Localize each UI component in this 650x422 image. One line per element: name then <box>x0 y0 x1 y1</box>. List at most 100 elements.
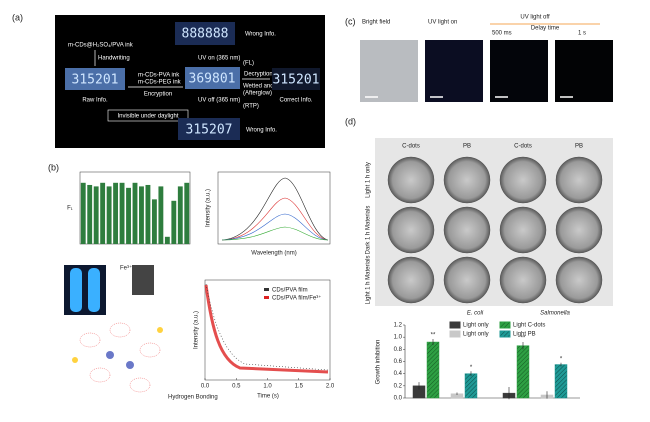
petri-dish <box>443 156 491 204</box>
row-header: Dark 1 h Materials <box>366 206 372 255</box>
panel-c: (c) Bright field UV light on UV light of… <box>345 15 613 102</box>
significance: * <box>560 356 563 362</box>
column-header: PB <box>463 144 471 150</box>
box <box>107 109 189 122</box>
petri-dish <box>499 256 547 304</box>
petri-dish <box>555 156 603 204</box>
text: Invisible under daylight <box>117 114 178 120</box>
bar <box>100 182 106 244</box>
text: 1 s <box>578 31 586 37</box>
species-label: E. coli <box>467 311 484 317</box>
display-text: 315207 <box>186 123 233 138</box>
text: Wrong Info. <box>245 32 276 38</box>
display <box>65 68 125 90</box>
legend-swatch <box>499 321 511 329</box>
axis-label: Wavelength (nm) <box>251 251 296 257</box>
bar <box>164 236 170 244</box>
axis-label: Intensity (a.u.) <box>206 189 212 227</box>
text: Encryption <box>144 92 172 98</box>
text: Hydrogen Bonding <box>168 395 218 401</box>
photo-glow <box>70 268 82 312</box>
row-header: Light 1 h only <box>366 162 372 198</box>
text: Decryption <box>244 72 273 78</box>
bar <box>145 184 151 244</box>
text: Correct Info. <box>279 98 312 104</box>
bar <box>113 182 119 244</box>
legend-swatch <box>449 330 461 338</box>
legend-label: CDs/PVA film/Fe³⁺ <box>272 295 321 302</box>
decay-chart: Intensity (a.u.) Time (s) CDs/PVA film C… <box>194 279 335 400</box>
petri-dish <box>555 206 603 254</box>
legend-label: Light only <box>463 323 489 329</box>
bar <box>158 186 164 244</box>
x-tick-label: 0.5 <box>232 384 241 390</box>
petri-dish <box>555 256 603 304</box>
x-tick-label: 1.0 <box>263 384 272 390</box>
petri-dish <box>387 206 435 254</box>
text: (FL) <box>243 61 254 67</box>
petri-dish <box>499 206 547 254</box>
panel-b: (b) F₁ Intensity (a.u.) Wavelength (nm) … <box>48 162 335 400</box>
y-tick-label: 1.2 <box>394 323 403 329</box>
column-header: C-dots <box>402 144 420 150</box>
text: m-CDs-PVA ink <box>138 73 180 79</box>
bar <box>80 182 86 244</box>
legend-swatch <box>264 296 269 299</box>
text: UV on (365 nm) <box>198 56 240 62</box>
text: m-CDs-PEG ink <box>138 80 182 86</box>
text: (RTP) <box>243 104 259 110</box>
panel-d: (d) E. coli Salmonella Growth inhibition… <box>345 116 613 402</box>
y-tick-label: 0.4 <box>394 371 403 377</box>
bar <box>177 186 183 244</box>
text: Delay time <box>531 26 560 32</box>
x-tick-label: 1.5 <box>295 384 304 390</box>
axis-label: Time (s) <box>257 394 279 400</box>
panel-label: (d) <box>345 116 356 126</box>
legend-swatch <box>264 288 269 291</box>
text: Wrong Info. <box>246 128 277 134</box>
text: Wetted and UV off <box>243 84 292 90</box>
petri-dish <box>387 156 435 204</box>
curve <box>221 177 329 241</box>
legend-label: CDs/PVA film <box>272 288 308 294</box>
image-title: Bright field <box>362 20 390 26</box>
display <box>178 118 240 140</box>
column-header: C-dots <box>514 144 532 150</box>
micrograph <box>555 40 613 102</box>
text: Fe³⁺ <box>120 265 132 272</box>
bar <box>119 182 125 244</box>
text: 500 ms <box>492 31 512 37</box>
bar-chart: F₁ <box>67 171 191 245</box>
display-text: 369801 <box>189 72 236 87</box>
curve <box>221 213 329 241</box>
bar <box>126 187 131 244</box>
column-header: PB <box>575 144 583 150</box>
bar <box>151 199 157 244</box>
micrograph <box>490 40 548 102</box>
y-tick-label: 0.0 <box>394 396 403 402</box>
bar <box>426 341 440 399</box>
x-tick-label: 2.0 <box>326 384 335 390</box>
species-label: Salmonella <box>540 311 570 317</box>
bar <box>464 373 478 399</box>
y-tick-label: 1.0 <box>394 335 403 341</box>
text: (Afterglow) <box>243 91 272 97</box>
x-tick-label: 0.0 <box>201 384 210 390</box>
petri-dish <box>443 206 491 254</box>
text: Handwriting <box>98 56 130 62</box>
curve <box>221 197 329 241</box>
bar <box>106 186 112 244</box>
image-title: UV light off <box>520 15 550 21</box>
bar <box>132 182 138 244</box>
panel-label: (b) <box>48 162 59 172</box>
axes-frame <box>217 171 331 245</box>
legend-swatch <box>499 330 511 338</box>
y-tick-label: 0.8 <box>394 347 403 353</box>
photo-glow <box>88 268 100 312</box>
bar <box>184 182 190 244</box>
axis-label: F₁ <box>67 206 73 212</box>
display <box>175 22 235 45</box>
display <box>185 67 240 89</box>
significance: ** <box>431 333 436 339</box>
text: UV off (365 nm) <box>198 98 240 104</box>
